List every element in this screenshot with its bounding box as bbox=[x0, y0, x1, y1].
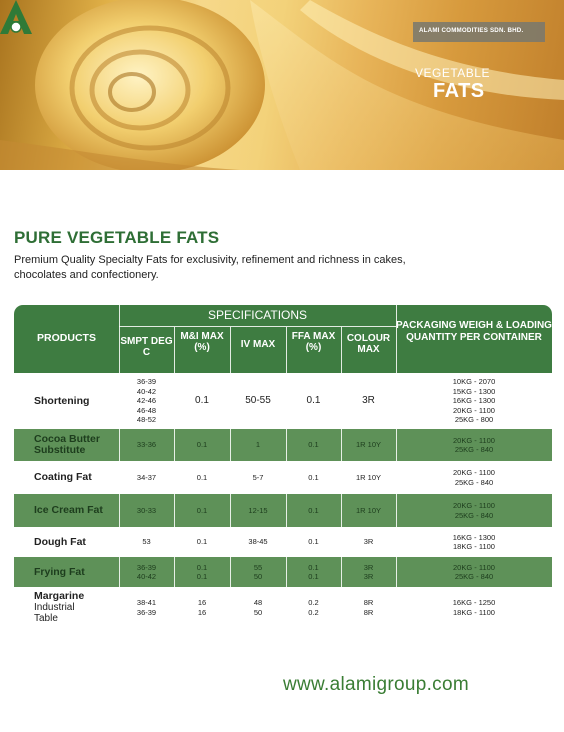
product-name: Shortening bbox=[34, 394, 90, 407]
cell-ffa: 0.1 bbox=[308, 505, 319, 515]
col-divider bbox=[341, 327, 342, 628]
packaging-header: PACKAGING WEIGH & LOADING QUANTITY PER C… bbox=[396, 320, 552, 343]
cell-iv: 38-45 bbox=[248, 537, 268, 547]
cell-pack: 20KG - 1100 25KG - 840 bbox=[453, 501, 495, 520]
brand-bar: ALAMI COMMODITIES SDN. BHD. bbox=[413, 22, 545, 42]
col-divider bbox=[174, 327, 175, 628]
cell-colour: 1R 10Y bbox=[355, 472, 382, 482]
cell-mi: 0.1 bbox=[195, 395, 209, 407]
cell-smpt: 34-37 bbox=[136, 472, 157, 482]
col-colour-header: COLOUR MAX bbox=[346, 333, 391, 355]
cell-colour: 3R 3R bbox=[363, 562, 374, 582]
cell-smpt: 38-41 36-39 bbox=[136, 598, 157, 617]
cell-colour: 1R 10Y bbox=[355, 440, 382, 450]
products-header: PRODUCTS bbox=[37, 332, 96, 344]
cell-iv: 55 50 bbox=[253, 562, 263, 582]
cell-mi: 0.1 bbox=[196, 472, 208, 482]
cell-ffa: 0.1 bbox=[308, 472, 319, 482]
cell-pack: 16KG - 1250 18KG - 1100 bbox=[452, 598, 496, 617]
cell-ffa: 0.1 bbox=[308, 440, 319, 450]
cell-iv: 1 bbox=[255, 440, 261, 450]
cell-mi: 0.1 bbox=[196, 440, 208, 450]
cell-ffa: 0.1 bbox=[306, 395, 321, 407]
cell-mi: 0.1 bbox=[196, 537, 208, 547]
table-row: Shortening 36-39 40-42 42-46 46-48 48-52 0… bbox=[14, 373, 552, 429]
cell-pack: 10KG - 2070 15KG - 1300 16KG - 1300 20KG… bbox=[452, 377, 496, 425]
col-smpt-header: SMPT DEG C bbox=[120, 336, 173, 358]
header-divider bbox=[119, 326, 396, 327]
col-divider bbox=[230, 327, 231, 628]
cell-iv: 5-7 bbox=[252, 472, 264, 482]
hero-subtitle: VEGETABLE bbox=[415, 66, 490, 80]
cell-iv: 50-55 bbox=[245, 395, 271, 407]
cell-smpt: 30-33 bbox=[136, 505, 157, 515]
specifications-table: PRODUCTS SPECIFICATIONS PACKAGING WEIGH … bbox=[14, 305, 552, 628]
cell-pack: 20KG - 1100 25KG - 840 bbox=[453, 468, 495, 487]
cell-colour: 1R 10Y bbox=[355, 505, 382, 515]
product-subtypes: Industrial Table bbox=[34, 602, 75, 624]
cell-colour: 3R bbox=[362, 395, 375, 407]
table-row: Ice Cream Fat 30-33 0.1 12-15 0.1 1R 10Y 20KG … bbox=[14, 494, 552, 527]
website-link[interactable]: www.alamigroup.com bbox=[283, 674, 469, 695]
col-divider bbox=[396, 305, 397, 628]
cell-smpt: 33-36 bbox=[136, 440, 157, 450]
product-name: Cocoa Butter Substitute bbox=[34, 433, 100, 456]
cell-smpt: 36-39 40-42 42-46 46-48 48-52 bbox=[136, 377, 157, 425]
cell-ffa: 0.1 0.1 bbox=[308, 562, 319, 582]
intro-text: Premium Quality Specialty Fats for exclu… bbox=[14, 254, 406, 281]
cell-ffa: 0.2 0.2 bbox=[308, 598, 319, 617]
product-name: Dough Fat bbox=[34, 535, 86, 548]
col-iv-header: IV MAX bbox=[240, 339, 276, 350]
col-mi-header: M&I MAX (%) bbox=[180, 331, 224, 353]
cell-iv: 48 50 bbox=[253, 598, 263, 617]
cell-mi: 0.1 0.1 bbox=[196, 562, 208, 582]
cell-pack: 20KG - 1100 25KG - 840 bbox=[453, 435, 495, 455]
product-name: Coating Fat bbox=[34, 471, 92, 483]
table-row: Cocoa Butter Substitute 33-36 0.1 1 0.1 1R 10… bbox=[14, 429, 552, 461]
table-row: Margarine Industrial Table 38-41 36-39 16 1… bbox=[14, 587, 552, 628]
product-name: Ice Cream Fat bbox=[34, 504, 103, 516]
cell-colour: 3R bbox=[363, 537, 374, 547]
col-ffa-header: FFA MAX (%) bbox=[291, 331, 336, 353]
cell-mi: 16 16 bbox=[197, 598, 207, 617]
col-divider bbox=[119, 305, 120, 628]
cell-pack: 20KG - 1100 25KG - 840 bbox=[453, 562, 495, 582]
table-row: Frying Fat 36-39 40-42 0.1 0.1 55 50 0.1 0.1… bbox=[14, 557, 552, 587]
product-name: Margarine Industrial Table bbox=[34, 590, 85, 625]
brand-name: ALAMI COMMODITIES SDN. BHD. bbox=[419, 27, 524, 34]
cell-ffa: 0.1 bbox=[308, 537, 319, 547]
cell-mi: 0.1 bbox=[196, 505, 208, 515]
company-logo-icon bbox=[0, 0, 32, 34]
col-divider bbox=[286, 327, 287, 628]
table-header bbox=[14, 305, 552, 373]
cell-smpt: 53 bbox=[142, 537, 151, 547]
specifications-header: SPECIFICATIONS bbox=[207, 308, 308, 322]
cell-pack: 16KG - 1300 18KG - 1100 bbox=[452, 532, 496, 552]
butter-curl-image bbox=[0, 0, 564, 170]
hero-banner: ALAMI COMMODITIES SDN. BHD. VEGETABLE FA… bbox=[0, 0, 564, 170]
table-row: Coating Fat 34-37 0.1 5-7 0.1 1R 10Y 20KG - 11… bbox=[14, 461, 552, 494]
product-name: Frying Fat bbox=[34, 565, 85, 578]
page-title: PURE VEGETABLE FATS bbox=[14, 228, 220, 247]
hero-title: FATS bbox=[433, 80, 485, 102]
cell-colour: 8R 8R bbox=[363, 598, 374, 617]
table-row: Dough Fat 53 0.1 38-45 0.1 3R 16KG - 1300 18KG… bbox=[14, 527, 552, 557]
cell-iv: 12-15 bbox=[248, 505, 268, 515]
cell-smpt: 36-39 40-42 bbox=[136, 562, 157, 582]
